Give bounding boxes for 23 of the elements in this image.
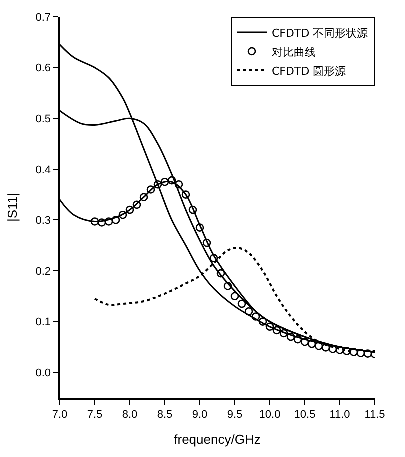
x-tick-label: 7.0 <box>52 408 68 421</box>
y-tick-label: 0.1 <box>36 316 52 329</box>
y-tick-label: 0.6 <box>36 62 52 75</box>
y-tick-label: 0.4 <box>36 164 52 176</box>
legend-label: 对比曲线 <box>272 46 316 59</box>
x-axis-title: frequency/GHz <box>174 432 261 448</box>
legend-label: CFDTD 不同形状源 <box>272 26 368 40</box>
y-tick-label: 0.3 <box>36 215 52 228</box>
y-axis-title: |S11| <box>5 193 20 222</box>
x-tick-label: 11.5 <box>364 408 386 421</box>
x-tick-label: 10.5 <box>294 408 316 421</box>
y-tick-label: 0.7 <box>36 12 52 24</box>
y-tick-label: 0.2 <box>36 266 52 278</box>
y-tick-label: 0.5 <box>36 113 52 126</box>
x-tick-label: 11.0 <box>330 408 350 421</box>
x-tick-label: 9.5 <box>227 408 243 421</box>
x-tick-label: 10.0 <box>259 408 281 421</box>
x-tick-label: 8.0 <box>122 408 138 421</box>
x-tick-label: 9.0 <box>192 408 208 421</box>
x-tick-label: 7.5 <box>87 408 103 421</box>
y-tick-label: 0.0 <box>36 367 52 380</box>
legend-label: CFDTD 圆形源 <box>272 64 346 78</box>
x-tick-label: 8.5 <box>157 408 173 421</box>
